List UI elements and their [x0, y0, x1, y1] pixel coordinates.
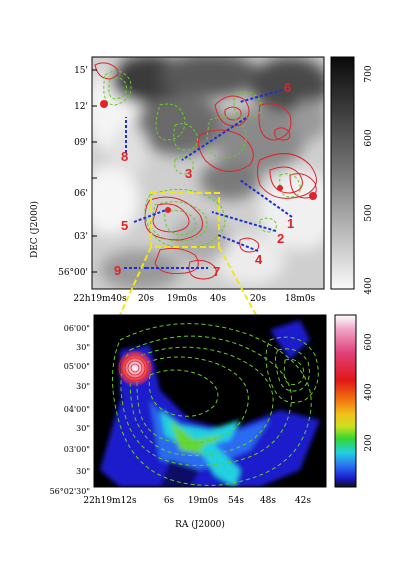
green-contours: [103, 70, 301, 249]
region-label-4: 4: [255, 252, 263, 267]
grayscale-colorbar-ticks: 700 600 500 400: [364, 65, 374, 294]
bottom-y-tick-label: 30": [76, 343, 90, 352]
bottom-y-tick-label: 30": [76, 424, 90, 433]
top-x-tick-label: 19m0s: [167, 294, 198, 304]
bottom-x-ticks: 22h19m12s 6s 19m0s 54s 48s 42s: [83, 496, 311, 506]
colorbar-tick-label: 600: [364, 129, 374, 146]
top-x-tick-label: 22h19m40s: [73, 294, 127, 304]
bottom-map-frame: [93, 314, 327, 488]
bottom-x-tick-label: 54s: [228, 496, 244, 506]
bottom-map-panel: 06'00" 30" 05'00" 30" 04'00" 30" 03'00" …: [50, 314, 374, 530]
bottom-x-tick-label: 19m0s: [188, 496, 219, 506]
colorbar-tick-label: 400: [364, 277, 374, 294]
bottom-x-tick-label: 22h19m12s: [83, 496, 137, 506]
bottom-y-tick-label: 05'00": [64, 362, 90, 371]
colorbar-tick-label: 500: [364, 204, 374, 221]
zoom-region-box: [150, 192, 220, 248]
region-label-6: 6: [284, 80, 291, 95]
region-label-9: 9: [114, 263, 121, 278]
top-map-frame: [91, 56, 325, 290]
source-marker: [309, 192, 317, 200]
top-y-tick-label: 03': [74, 232, 88, 242]
color-colorbar-ticks: 600 400 200: [364, 333, 374, 451]
top-grayscale-image: [92, 57, 324, 289]
region-label-7: 7: [213, 264, 220, 279]
top-x-tick-label: 20s: [138, 294, 154, 304]
color-colorbar: [334, 314, 357, 488]
bottom-color-image: [94, 315, 326, 487]
top-x-tick-label: 40s: [210, 294, 226, 304]
zoom-connector-lines: [119, 246, 257, 316]
top-x-tick-label: 20s: [250, 294, 266, 304]
bottom-y-tick-label: 03'00": [64, 445, 90, 454]
grayscale-colorbar: [330, 56, 355, 290]
bottom-red-contours: [118, 351, 152, 385]
bottom-y-tick-label: 30": [76, 467, 90, 476]
region-pointers: [124, 89, 293, 269]
ra-axis-label: RA (J2000): [175, 519, 225, 530]
source-marker: [100, 100, 108, 108]
top-x-ticks: 22h19m40s 20s 19m0s 40s 20s 18m0s: [73, 294, 315, 304]
top-map-panel: 1 2 3 4 5 6 7 8 9 15' 12' 09' 06' 03' 56…: [29, 56, 374, 304]
source-marker: [165, 207, 171, 213]
bottom-y-tick-label: 06'00": [64, 324, 90, 333]
bottom-y-tick-label: 56°02'30": [50, 487, 90, 496]
top-x-tick-label: 18m0s: [285, 294, 316, 304]
source-marker: [277, 185, 283, 191]
colorbar-tick-label: 700: [364, 65, 374, 82]
region-labels: 1 2 3 4 5 6 7 8 9: [114, 80, 294, 279]
region-label-8: 8: [121, 149, 128, 164]
bottom-x-tick-label: 6s: [164, 496, 175, 506]
colorbar-tick-label: 400: [364, 383, 374, 400]
top-y-tick-label: 09': [74, 138, 88, 148]
region-label-3: 3: [185, 166, 192, 181]
bottom-green-contours: [112, 323, 319, 486]
top-y-tick-label: 06': [74, 189, 88, 199]
bottom-x-tick-label: 48s: [260, 496, 276, 506]
bottom-y-tick-label: 30": [76, 382, 90, 391]
region-label-5: 5: [121, 218, 128, 233]
top-y-tick-label: 56°00': [58, 268, 88, 278]
top-y-tick-label: 12': [74, 102, 88, 112]
colorbar-tick-label: 600: [364, 333, 374, 350]
region-label-1: 1: [287, 216, 294, 231]
colorbar-tick-label: 200: [364, 434, 374, 451]
region-label-2: 2: [277, 231, 284, 246]
top-y-ticks: 15' 12' 09' 06' 03' 56°00': [58, 66, 97, 278]
bottom-y-ticks: 06'00" 30" 05'00" 30" 04'00" 30" 03'00" …: [50, 324, 90, 496]
dec-axis-label: DEC (J2000): [29, 201, 40, 258]
bottom-y-tick-label: 04'00": [64, 405, 90, 414]
bright-source: [120, 353, 150, 383]
bottom-x-tick-label: 42s: [295, 496, 311, 506]
top-y-tick-label: 15': [74, 66, 88, 76]
